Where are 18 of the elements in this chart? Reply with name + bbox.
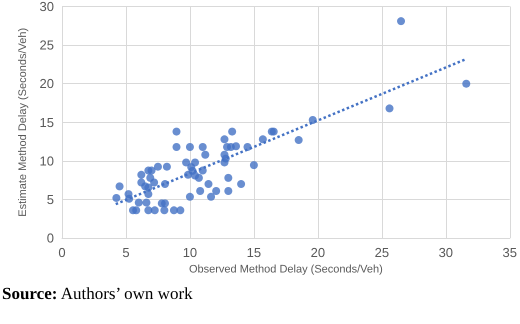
x-tick-label: 30: [438, 245, 454, 260]
y-tick-label: 5: [46, 192, 54, 207]
y-tick-label: 10: [40, 153, 54, 168]
y-axis-title: Estimate Method Delay (Seconds/Veh): [17, 28, 30, 217]
y-tick-label: 30: [40, 0, 54, 14]
y-tick-label: 20: [40, 76, 54, 92]
x-tick-label: 25: [374, 245, 390, 260]
x-tick-label: 10: [182, 245, 198, 260]
x-tick-label: 5: [122, 245, 130, 260]
x-tick-label: 15: [246, 245, 262, 260]
x-axis-title: Observed Method Delay (Seconds/Veh): [188, 264, 383, 276]
x-tick-label: 35: [502, 245, 518, 260]
source-note: Source: Authors’ own work: [2, 284, 194, 304]
y-tick-label: 15: [40, 114, 54, 130]
x-tick-label: 0: [58, 245, 66, 260]
x-tick-label: 20: [310, 245, 326, 260]
y-tick-label: 0: [46, 230, 54, 246]
y-tick-label: 25: [40, 38, 54, 53]
